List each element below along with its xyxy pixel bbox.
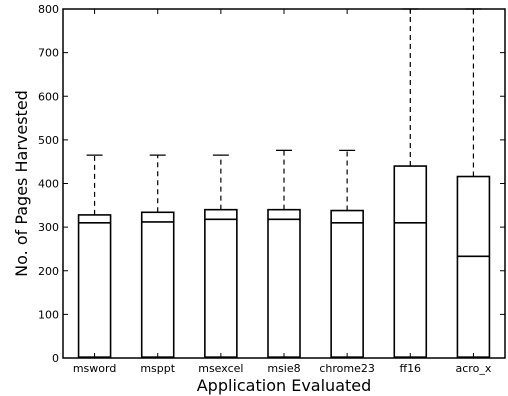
- y-axis: 0 100 200 300 400 500 600 700 800: [38, 3, 505, 365]
- box-msword: [77, 154, 112, 358]
- x-tick-label: msword: [73, 362, 116, 375]
- x-tick-label: msie8: [267, 362, 300, 375]
- x-axis: msword msppt msexcel msie8 chrome23 ff16 acro_…: [73, 9, 492, 375]
- box-body: [456, 175, 491, 358]
- box-msie8: [267, 149, 301, 358]
- box-body: [393, 165, 428, 358]
- box-body: [267, 208, 301, 358]
- y-axis-title: No. of Pages Harvested: [12, 90, 31, 277]
- y-tick-label: 0: [52, 352, 59, 365]
- x-tick-label: ff16: [399, 362, 421, 375]
- y-tick-label: 800: [38, 3, 59, 16]
- box-ff16: [393, 8, 428, 358]
- box-acro_x: [456, 8, 491, 358]
- box-body: [77, 214, 112, 358]
- y-tick-label: 200: [38, 265, 59, 278]
- box-msexcel: [204, 154, 238, 358]
- x-tick-label: chrome23: [319, 362, 375, 375]
- box-chrome23: [330, 149, 364, 358]
- box-body: [330, 209, 364, 358]
- box-body: [140, 211, 175, 358]
- y-tick-label: 400: [38, 178, 59, 191]
- x-tick-label: msexcel: [198, 362, 243, 375]
- x-tick-label: msppt: [140, 362, 175, 375]
- boxes: [77, 8, 491, 358]
- y-tick-label: 600: [38, 90, 59, 103]
- x-axis-title: Application Evaluated: [197, 376, 372, 395]
- plot-area: [62, 8, 506, 359]
- y-tick-label: 100: [38, 308, 59, 321]
- y-tick-label: 700: [38, 47, 59, 60]
- box-body: [204, 208, 238, 358]
- x-tick-label: acro_x: [456, 362, 492, 375]
- y-tick-label: 300: [38, 221, 59, 234]
- y-tick-label: 500: [38, 134, 59, 147]
- box-msppt: [140, 154, 175, 358]
